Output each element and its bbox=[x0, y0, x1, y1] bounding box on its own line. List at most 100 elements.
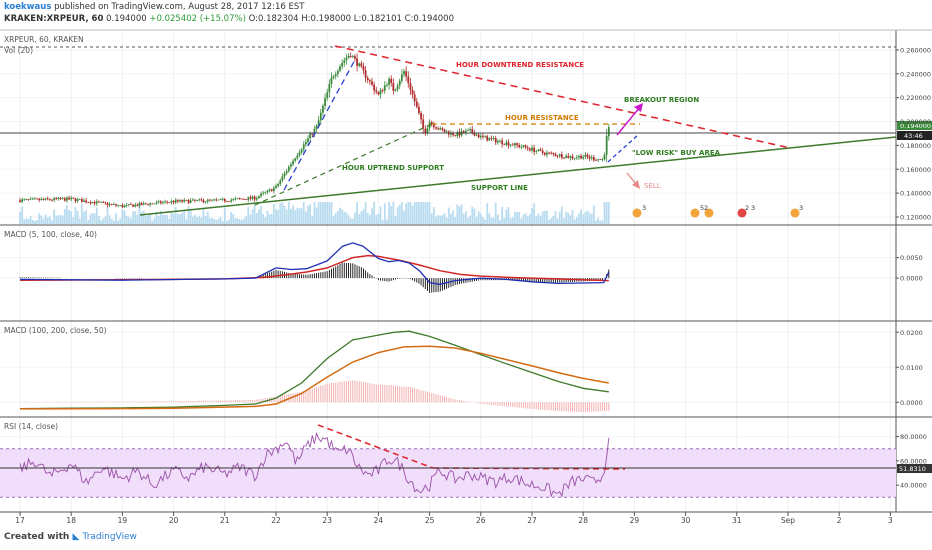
volume-bar bbox=[560, 206, 563, 224]
candle bbox=[234, 198, 237, 200]
volume-bar bbox=[249, 214, 252, 224]
candle bbox=[159, 201, 162, 204]
volume-bar bbox=[413, 202, 416, 224]
candle bbox=[202, 200, 205, 203]
candle bbox=[477, 134, 480, 138]
volume-bar bbox=[424, 202, 427, 224]
x-tick-label: 28 bbox=[578, 516, 588, 525]
y-tick-label: 0.260000 bbox=[900, 46, 931, 54]
change-value: +0.025402 (+15.07%) bbox=[149, 14, 246, 24]
volume-bar bbox=[479, 213, 482, 224]
volume-bar bbox=[228, 219, 230, 224]
candle bbox=[204, 201, 207, 203]
volume-bar bbox=[339, 207, 341, 224]
volume-bar bbox=[185, 219, 188, 224]
candle bbox=[569, 156, 572, 158]
candle bbox=[21, 199, 24, 202]
annotation-buy-area: "LOW RISK" BUY AREA bbox=[632, 149, 721, 157]
volume-bar bbox=[482, 217, 484, 224]
volume-bar bbox=[281, 202, 284, 224]
candle bbox=[607, 127, 610, 137]
volume-bar bbox=[488, 213, 491, 224]
volume-bar bbox=[215, 219, 218, 224]
candle bbox=[251, 196, 254, 199]
candle bbox=[275, 185, 277, 189]
volume-bar bbox=[511, 217, 514, 224]
candle bbox=[296, 155, 299, 159]
volume-bar bbox=[290, 208, 292, 224]
volume-bar bbox=[200, 217, 203, 224]
event-label: 5 bbox=[700, 204, 704, 212]
drawings bbox=[0, 45, 897, 470]
candle bbox=[437, 128, 440, 130]
candle bbox=[435, 127, 437, 129]
volume-bar bbox=[578, 213, 580, 224]
candle bbox=[456, 132, 459, 137]
candle bbox=[582, 156, 585, 159]
volume-bar bbox=[80, 203, 83, 224]
candle bbox=[176, 200, 179, 202]
volume-bar bbox=[309, 203, 312, 224]
candle bbox=[409, 83, 412, 90]
brand-name: TradingView bbox=[82, 532, 137, 542]
volume-bar bbox=[484, 219, 486, 224]
candle bbox=[322, 105, 324, 113]
candle bbox=[567, 155, 570, 158]
volume-bar bbox=[36, 220, 38, 224]
volume-bar bbox=[292, 205, 294, 224]
publish-line: koekwaus published on TradingView.com, A… bbox=[4, 2, 304, 12]
candle bbox=[311, 133, 314, 135]
volume-bar bbox=[174, 206, 177, 224]
volume-bar bbox=[247, 206, 250, 224]
volume-bar bbox=[435, 216, 437, 224]
volume-bar bbox=[272, 204, 275, 224]
x-tick-label: Sep bbox=[781, 516, 795, 525]
candle bbox=[394, 89, 397, 91]
volume-bar bbox=[403, 210, 405, 224]
candle bbox=[157, 201, 160, 203]
x-tick-label: 19 bbox=[118, 516, 128, 525]
volume-bar bbox=[490, 217, 493, 224]
candle bbox=[475, 134, 478, 136]
author-link[interactable]: koekwaus bbox=[4, 2, 52, 12]
candle bbox=[556, 155, 559, 157]
annotation-sell: SELL bbox=[644, 182, 661, 190]
candle bbox=[78, 199, 81, 200]
candle bbox=[373, 84, 376, 91]
volume-bar bbox=[597, 217, 600, 224]
volume-bar bbox=[528, 213, 531, 224]
rsi-downtrend-line bbox=[317, 424, 434, 469]
volume-bar bbox=[595, 220, 597, 224]
volume-bar bbox=[125, 215, 128, 224]
time-axis-ticks: 17 18 19 20 21 22 23 24 25 26 27 28 29 30 31 Sep 2 3 bbox=[15, 512, 893, 525]
volume-bar bbox=[294, 210, 297, 224]
volume-bar bbox=[85, 210, 88, 224]
uptrend-support-line bbox=[254, 123, 433, 206]
candle bbox=[407, 76, 410, 84]
indicator-lines bbox=[19, 242, 610, 498]
y-tick-label: 0.160000 bbox=[900, 166, 931, 174]
candle bbox=[119, 205, 122, 206]
volume-bar bbox=[279, 203, 282, 224]
volume-bar bbox=[394, 215, 397, 224]
candle bbox=[575, 157, 578, 159]
candle bbox=[155, 202, 158, 204]
candle bbox=[46, 198, 49, 200]
candle bbox=[144, 203, 147, 205]
volume-bar bbox=[358, 214, 361, 224]
volume-bar bbox=[441, 215, 444, 224]
volume-bar bbox=[42, 218, 45, 224]
candle bbox=[411, 89, 414, 95]
volume-bar bbox=[349, 218, 352, 224]
volume-bar bbox=[422, 202, 425, 224]
volume-bar bbox=[196, 217, 198, 224]
volume-bar bbox=[447, 207, 450, 224]
candle bbox=[196, 200, 198, 201]
volume-bar bbox=[112, 220, 115, 224]
candle bbox=[57, 197, 60, 200]
volume-bar bbox=[21, 206, 24, 224]
volume-bar bbox=[236, 218, 239, 224]
candle bbox=[302, 144, 305, 150]
volume-bar bbox=[360, 211, 363, 224]
